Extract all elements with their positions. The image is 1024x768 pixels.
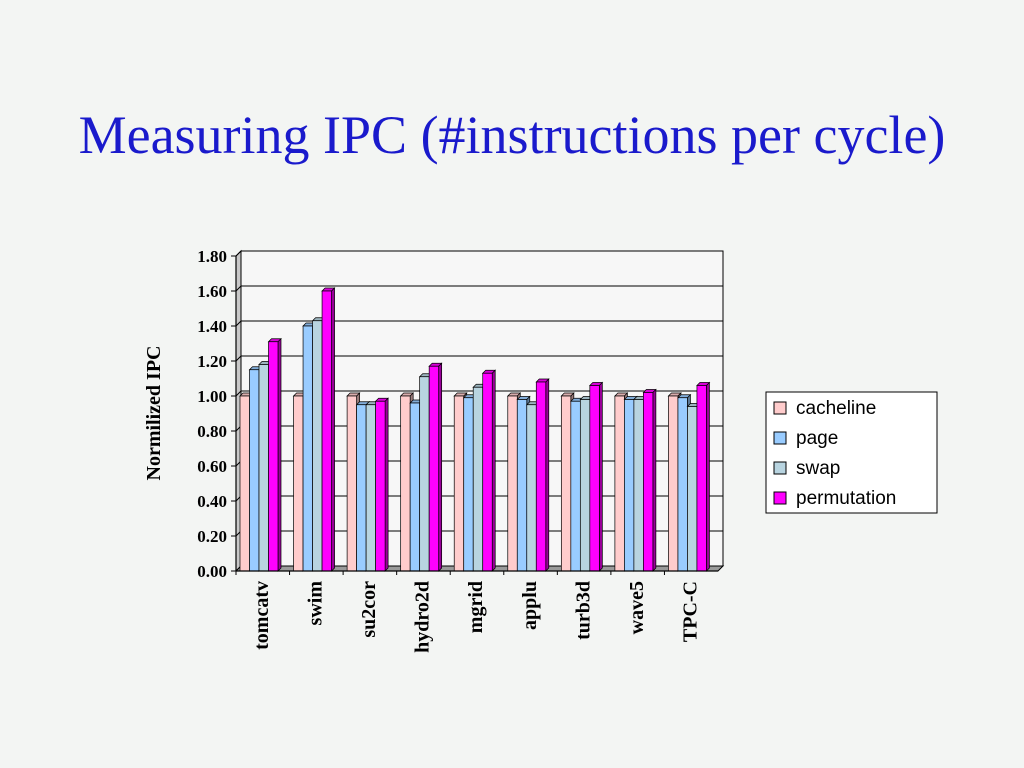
bar-permutation-TPC-C <box>696 381 711 572</box>
axes <box>231 255 718 575</box>
legend-swatch <box>773 401 787 415</box>
x-category-label: su2cor <box>358 581 380 638</box>
bars-group <box>239 287 711 572</box>
bar-permutation-turb3d <box>588 381 604 572</box>
y-axis-title: Normilized IPC <box>143 346 165 481</box>
legend-label: permutation <box>796 488 896 509</box>
x-category-label: tomcatv <box>251 581 273 650</box>
y-tick-label: 1.60 <box>197 282 227 301</box>
legend-swatch <box>773 431 787 445</box>
gridline <box>235 355 723 362</box>
gridline <box>235 320 723 327</box>
bar-permutation-tomcatv <box>267 337 282 572</box>
bar-permutation-su2cor <box>374 397 389 572</box>
legend-item-permutation: permutation <box>773 488 896 509</box>
x-category-label: swim <box>305 581 327 626</box>
legend-item-page: page <box>773 428 838 449</box>
x-category-label: turb3d <box>572 581 594 640</box>
bar-permutation-applu <box>535 378 550 572</box>
legend-item-cacheline: cacheline <box>773 398 876 419</box>
gridline <box>235 285 723 292</box>
y-tick-label: 1.00 <box>197 387 227 406</box>
x-category-labels: tomcatv swim su2cor hydro2d mgrid applu turb3d… <box>251 581 701 653</box>
legend-box <box>765 391 938 514</box>
bar-permutation-mgrid <box>481 369 497 572</box>
y-tick-label: 1.20 <box>197 352 227 371</box>
legend: cacheline page swap permutation <box>765 391 938 514</box>
slide-title: Measuring IPC (#instructions per cycle) <box>78 105 946 165</box>
bar-permutation-swim <box>321 287 336 572</box>
y-tick-label: 0.20 <box>197 527 227 546</box>
y-tick-label: 1.80 <box>197 247 227 266</box>
legend-label: cacheline <box>796 398 876 419</box>
x-category-label: applu <box>519 581 541 630</box>
legend-label: swap <box>796 458 840 479</box>
gridline <box>235 250 723 257</box>
y-tick-label: 0.00 <box>197 562 227 581</box>
x-category-label: TPC-C <box>679 581 701 642</box>
bar-permutation-wave5 <box>642 388 657 572</box>
x-category-label: hydro2d <box>412 581 434 653</box>
legend-item-swap: swap <box>773 458 840 479</box>
legend-label: page <box>796 428 838 449</box>
y-tick-label: 0.80 <box>197 422 227 441</box>
gridline <box>235 390 723 397</box>
legend-swatch <box>773 491 787 505</box>
bar-permutation-hydro2d <box>428 362 443 572</box>
y-tick-label: 0.60 <box>197 457 227 476</box>
y-tick-label: 1.40 <box>197 317 227 336</box>
x-category-label: mgrid <box>465 581 487 633</box>
legend-swatch <box>773 461 787 475</box>
y-tick-labels: 0.00 0.20 0.40 0.60 0.80 1.00 1.20 1.40 1.60 1.80 <box>197 247 227 581</box>
x-category-label: wave5 <box>626 581 648 634</box>
y-tick-label: 0.40 <box>197 492 227 511</box>
